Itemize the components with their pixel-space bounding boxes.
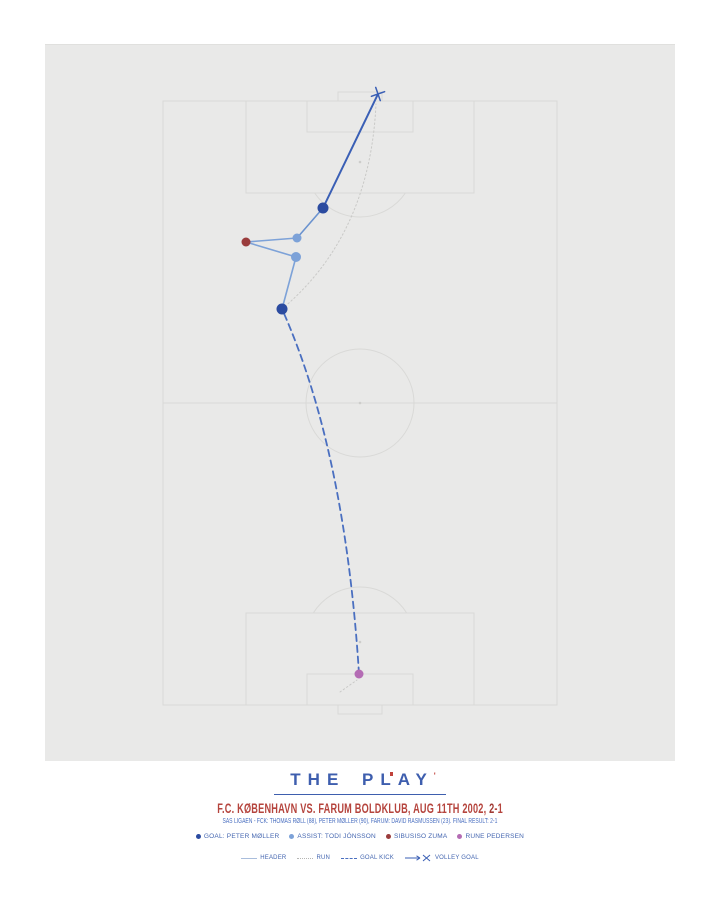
player-dot-peter-m-ller: [317, 202, 329, 214]
score-rest: -1: [494, 800, 503, 816]
player-dot-sibusiso-zuma: [241, 237, 251, 247]
legend-volley-goal: VOLLEY GOAL: [404, 853, 479, 863]
penalty-spot-bottom: [358, 640, 362, 644]
legend-run: RUN: [297, 855, 330, 861]
penalty-arc-bottom: [312, 586, 408, 614]
volley-goal-arrow-x-icon: [404, 854, 431, 862]
play-path-volley: [322, 93, 379, 209]
player-dot-todi-j-nsson: [292, 233, 302, 243]
play-path-volley-goal-marker: [370, 86, 386, 102]
header-line-icon: [241, 857, 258, 859]
title-text-post: AY: [397, 770, 434, 789]
penalty-spot-top: [358, 160, 362, 164]
goal-player-dot-icon: [195, 834, 201, 840]
goal-bottom: [337, 704, 383, 715]
play-layer: [241, 86, 386, 693]
caption: THE PL AY' F.C. KØBENHAVN VS. FARUM BOLDK…: [0, 770, 720, 863]
play-path-goal-kick: [281, 308, 360, 675]
legend-player-goal: GOAL: PETER MØLLER: [195, 833, 280, 841]
assist-player-dot-icon: [289, 834, 295, 840]
legend-line-label: GOAL KICK: [360, 855, 394, 862]
score-bold: 2: [488, 800, 495, 816]
play-path-pass: [245, 237, 298, 243]
legend-line-label: RUN: [316, 855, 331, 862]
trademark-tick: ': [433, 771, 436, 781]
center-spot: [358, 401, 362, 405]
player-dot-icon: [457, 834, 463, 840]
center-circle: [305, 348, 415, 458]
legend-lines-row: HEADER RUN GOAL KICK VOLLEY GOAL: [241, 853, 479, 863]
play-path-run: [281, 103, 377, 310]
goal-area-bottom: [306, 673, 414, 706]
goal-area-top: [306, 100, 414, 133]
legend-player-label: ASSIST: TODI JÓNSSON: [297, 833, 376, 841]
play-path-run: [339, 679, 358, 693]
goal-top: [337, 91, 383, 102]
legend-player-label: SIBUSISO ZUMA: [393, 833, 448, 841]
player-dot-rune-pedersen: [354, 669, 364, 679]
penalty-area-bottom: [245, 612, 475, 706]
legend-players-row: GOAL: PETER MØLLER ASSIST: TODI JÓNSSON …: [195, 833, 524, 841]
poster-title: THE PL AY': [274, 770, 446, 795]
legend-player-pedersen: RUNE PEDERSEN: [457, 833, 524, 840]
play-path-pass: [245, 241, 297, 258]
match-text: F.C. KØBENHAVN VS. FARUM BOLDKLUB, AUG 1…: [217, 800, 489, 816]
match-subtitle: F.C. KØBENHAVN VS. FARUM BOLDKLUB, AUG 1…: [217, 801, 503, 817]
legend-line-label: HEADER: [260, 855, 287, 862]
player-dot-icon: [385, 834, 391, 840]
legend-player-label: GOAL: PETER MØLLER: [203, 833, 280, 841]
legend-goal-kick: GOAL KICK: [341, 855, 394, 861]
legend-player-label: RUNE PEDERSEN: [465, 833, 525, 841]
legend-player-zuma: SIBUSISO ZUMA: [385, 833, 448, 841]
title-text-pre: THE P: [290, 770, 381, 789]
player-dot-todi-j-nsson: [291, 252, 301, 262]
legend-header: HEADER: [241, 855, 286, 861]
match-details: SAS LIGAEN - FCK: THOMAS RØLL (88), PETE…: [222, 818, 498, 826]
play-path-pass: [296, 207, 324, 239]
legend-player-assist: ASSIST: TODI JÓNSSON: [289, 833, 376, 840]
pitch-markings: [162, 91, 558, 715]
player-dot-peter-m-ller: [276, 303, 288, 315]
title-letter-l: L: [380, 770, 398, 789]
play-path-header: [281, 256, 297, 310]
penalty-area-top: [245, 100, 475, 194]
red-accent-mark: [389, 772, 393, 776]
legend-line-label: VOLLEY GOAL: [434, 855, 479, 862]
run-line-icon: [297, 857, 314, 859]
goal-kick-line-icon: [341, 857, 358, 859]
